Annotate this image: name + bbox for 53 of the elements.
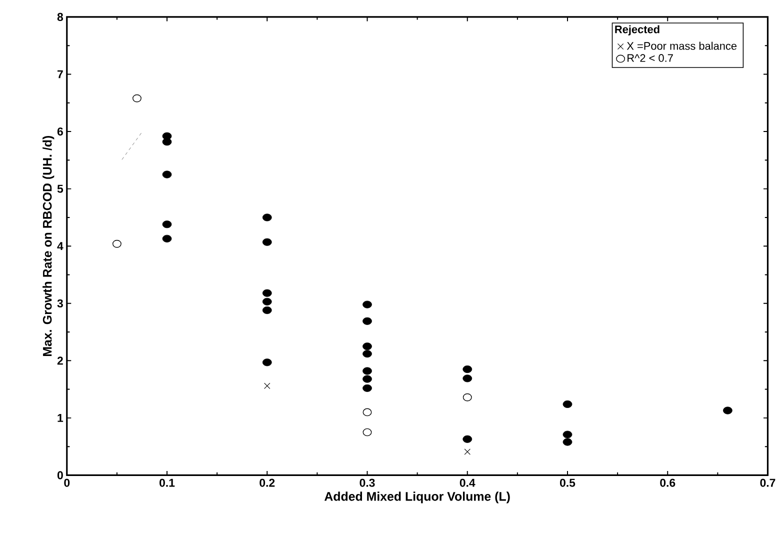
point — [462, 365, 472, 373]
x-tick-label: 0.3 — [360, 478, 375, 487]
y-axis-title: Max. Growth Rate on RBCOD (UH. /d) — [42, 136, 54, 356]
point — [562, 400, 572, 408]
point — [262, 306, 272, 314]
point — [462, 374, 472, 382]
point — [262, 289, 272, 297]
x-tick-label: 0.6 — [660, 478, 676, 487]
point — [723, 406, 732, 414]
point — [462, 435, 472, 443]
legend-title: Rejected — [615, 25, 660, 36]
point — [362, 342, 372, 350]
y-tick-label: 4 — [57, 242, 64, 250]
point — [262, 238, 272, 246]
y-tick-label: 6 — [57, 127, 63, 136]
point — [362, 367, 372, 375]
y-tick-label: 5 — [57, 184, 64, 193]
point — [132, 94, 142, 102]
point — [362, 317, 372, 325]
point — [362, 408, 372, 416]
point — [162, 220, 172, 228]
point — [362, 428, 372, 436]
point — [162, 234, 172, 242]
point — [462, 393, 472, 402]
y-tick-label: 2 — [57, 356, 63, 365]
point — [562, 438, 572, 446]
point — [162, 170, 172, 178]
point — [262, 214, 272, 222]
x-axis-title: Added Mixed Liquor Volume (L) — [324, 492, 510, 504]
y-tick-label: 8 — [57, 12, 64, 21]
legend-label: X =Poor mass balance — [626, 42, 737, 50]
point — [362, 375, 372, 383]
x-tick-label: 0.1 — [160, 478, 175, 487]
point — [262, 298, 272, 306]
y-tick-label: 7 — [58, 70, 63, 78]
point — [362, 350, 372, 358]
point — [562, 430, 572, 438]
y-tick-label: 1 — [58, 414, 64, 422]
point — [262, 358, 272, 366]
point — [362, 300, 372, 308]
x-tick-label: 0.2 — [260, 478, 275, 487]
x-tick-label: 0.5 — [560, 478, 576, 487]
point — [362, 384, 372, 392]
y-tick-label: 3 — [57, 299, 63, 308]
x-tick-label: 0.4 — [460, 478, 476, 487]
point — [264, 382, 270, 389]
x-tick-label: 0 — [64, 478, 70, 487]
legend-label: R^2 < 0.7 — [628, 54, 673, 62]
x-tick-label: 0.7 — [760, 478, 776, 487]
point — [464, 448, 470, 455]
y-tick-label: 0 — [57, 471, 63, 480]
point — [112, 240, 122, 248]
point — [162, 138, 172, 146]
